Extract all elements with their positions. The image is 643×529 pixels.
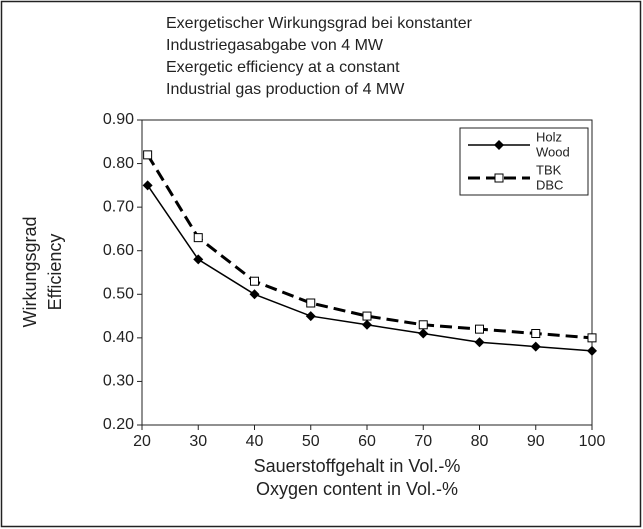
y-tick-label: 0.20 [103, 416, 134, 433]
x-tick-label: 30 [189, 433, 207, 450]
point [249, 289, 260, 300]
x-tick-label: 90 [527, 433, 545, 450]
y-tick-label: 0.40 [103, 329, 134, 346]
chart-title: Exergetischer Wirkungsgrad bei konstante… [166, 15, 473, 32]
x-axis-label: Oxygen content in Vol.-% [256, 479, 458, 499]
x-tick-label: 70 [414, 433, 432, 450]
point [475, 324, 484, 334]
y-tick-label: 0.30 [103, 373, 134, 390]
y-axis-label: Wirkungsgrad [20, 216, 40, 327]
x-tick-label: 60 [358, 433, 376, 450]
series-line [146, 154, 593, 340]
point [306, 298, 316, 308]
point [530, 341, 541, 352]
point [418, 328, 429, 339]
point [142, 180, 153, 191]
chart-title: Industriegasabgabe von 4 MW [166, 37, 384, 54]
x-tick-label: 100 [579, 433, 606, 450]
x-tick-label: 50 [302, 433, 320, 450]
legend [459, 127, 589, 196]
point [587, 345, 597, 356]
legend-label: Wood [536, 144, 570, 159]
legend-marker [494, 140, 504, 150]
point [250, 276, 259, 286]
point [474, 337, 485, 348]
point [143, 150, 153, 160]
point [531, 329, 541, 338]
y-tick-label: 0.90 [103, 111, 134, 128]
y-tick-label: 0.70 [103, 198, 134, 215]
y-tick-label: 0.80 [103, 155, 134, 172]
x-tick-label: 40 [246, 433, 264, 450]
chart-title: Industrial gas production of 4 MW [166, 81, 405, 98]
point [362, 319, 372, 330]
y-tick-label: 0.50 [103, 286, 134, 303]
point [193, 254, 204, 265]
point [362, 311, 372, 321]
point [587, 333, 597, 343]
x-tick-label: 20 [133, 433, 151, 450]
legend-label: DBC [536, 177, 563, 192]
legend-label: Holz [536, 129, 562, 144]
x-axis-label: Sauerstoffgehalt in Vol.-% [254, 456, 461, 476]
y-tick-label: 0.60 [103, 242, 134, 259]
y-axis-label: Efficiency [45, 234, 65, 311]
x-tick-label: 80 [471, 433, 489, 450]
chart-title: Exergetic efficiency at a constant [166, 59, 400, 76]
legend-label: TBK [536, 162, 562, 177]
legend-marker [494, 173, 504, 183]
point [193, 233, 203, 243]
point [418, 320, 428, 330]
point [305, 311, 316, 322]
